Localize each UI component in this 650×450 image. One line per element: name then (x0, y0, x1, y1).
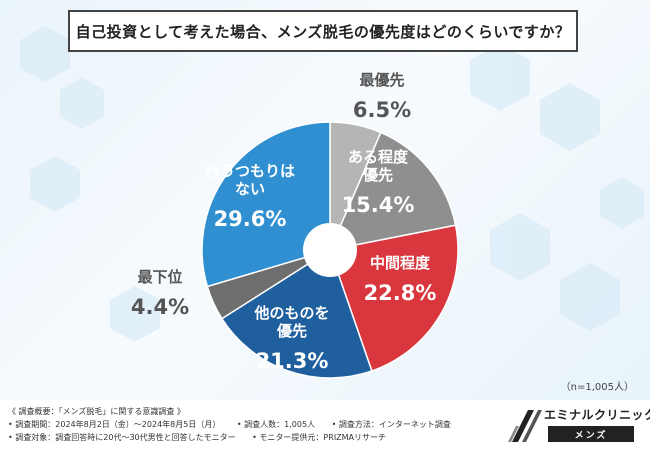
slice-label-text: 最優先 (359, 71, 404, 89)
hexagon-background (20, 26, 644, 342)
slice-label-text: ある程度 (348, 148, 409, 166)
slice-label-text: 他のものを (253, 304, 329, 322)
slice-label-text: 優先 (362, 166, 393, 184)
survey-heading: 《 調査概要：「メンズ脱毛」に関する意識調査 》 (8, 407, 185, 416)
slice-label-text: 優先 (276, 322, 307, 340)
survey-count: • 調査人数：1,005人 (236, 420, 316, 429)
survey-period: • 調査期間：2024年8月2日（金）〜2024年8月5日（月） (8, 420, 221, 429)
slice-label-text: 最下位 (137, 268, 182, 286)
slice-label-lowest: 最下位 4.4% (131, 268, 189, 319)
chart-title: 自己投資として考えた場合、メンズ脱毛の優先度はどのくらいですか？ (68, 10, 578, 52)
slice-label-top-priority: 最優先 6.5% (353, 71, 411, 122)
slice-value-label: 29.6% (214, 207, 287, 231)
survey-method: • 調査方法：インターネット調査 (331, 420, 451, 429)
brand-mark-icon (508, 410, 542, 442)
pie-slice-some-priority (328, 131, 457, 252)
slice-value-label: 4.4% (131, 295, 189, 319)
brand-name: エミナルクリニック (544, 408, 650, 422)
pie-slice-no-intent (201, 121, 331, 288)
survey-target: • 調査対象：調査回答時に20代〜30代男性と回答したモニター (8, 433, 236, 442)
pie-chart: 最優先6.5%ある程度優先15.4%中間程度22.8%他のものを優先21.3%最… (131, 71, 459, 379)
slice-label-text: ない (235, 180, 265, 198)
slice-value-label: 22.8% (364, 281, 437, 305)
pie-slice-other-priority (220, 248, 373, 379)
pie-slice-middle (329, 224, 459, 372)
slice-value-label: 15.4% (342, 193, 415, 217)
slice-value-label: 21.3% (256, 349, 329, 373)
brand-logo-block: エミナルクリニック メンズ (508, 406, 650, 446)
slice-label-middle: 中間程度 22.8% (364, 254, 437, 305)
slice-label-text: 行うつもりは (204, 162, 295, 180)
slice-label-text: 中間程度 (370, 254, 431, 272)
slice-value-label: 6.5% (353, 98, 411, 122)
survey-footer: 《 調査概要：「メンズ脱毛」に関する意識調査 》 • 調査期間：2024年8月2… (0, 400, 650, 450)
sample-size-note: （n=1,005人） (560, 382, 634, 393)
pie-center-hole (303, 223, 357, 277)
brand-sub: メンズ (548, 426, 634, 442)
survey-provider: • モニター提供元：PRIZMAリサーチ (252, 433, 387, 442)
